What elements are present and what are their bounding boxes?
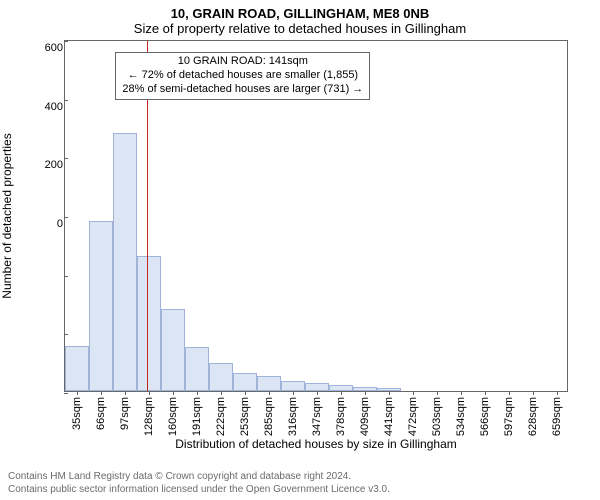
x-tick-mark: [341, 391, 342, 395]
x-tick-mark: [269, 391, 270, 395]
x-tick: 347sqm: [311, 397, 323, 436]
x-tick: 566sqm: [479, 397, 491, 436]
x-tick: 35sqm: [71, 397, 83, 430]
y-axis: 020040060080010001200: [25, 41, 63, 391]
x-tick-mark: [197, 391, 198, 395]
x-tick: 66sqm: [95, 397, 107, 430]
x-tick: 472sqm: [407, 397, 419, 436]
footer: Contains HM Land Registry data © Crown c…: [8, 471, 390, 496]
footer-line2: Contains public sector information licen…: [8, 484, 390, 497]
bar: [113, 133, 137, 391]
annotation-line3: 28% of semi-detached houses are larger (…: [122, 83, 363, 97]
x-tick-mark: [437, 391, 438, 395]
chart-area: Number of detached properties 0200400600…: [64, 40, 568, 392]
bar: [257, 376, 281, 391]
annotation-line1: 10 GRAIN ROAD: 141sqm: [122, 55, 363, 69]
x-tick-mark: [485, 391, 486, 395]
x-tick: 160sqm: [167, 397, 179, 436]
x-tick: 285sqm: [263, 397, 275, 436]
footer-line1: Contains HM Land Registry data © Crown c…: [8, 471, 390, 484]
x-tick-mark: [509, 391, 510, 395]
bar: [161, 309, 185, 391]
x-tick-mark: [173, 391, 174, 395]
annotation-line2: ← 72% of detached houses are smaller (1,…: [122, 69, 363, 83]
x-tick: 222sqm: [215, 397, 227, 436]
x-tick-mark: [77, 391, 78, 395]
x-tick-mark: [125, 391, 126, 395]
x-tick-mark: [101, 391, 102, 395]
x-tick: 659sqm: [551, 397, 563, 436]
page-title: Size of property relative to detached ho…: [0, 21, 600, 36]
x-axis: 35sqm 66sqm 97sqm 128sqm 160sqm 191sqm 222sqm 2…: [65, 391, 567, 441]
bar: [65, 346, 89, 391]
x-tick-mark: [557, 391, 558, 395]
x-tick-mark: [317, 391, 318, 395]
x-tick: 316sqm: [287, 397, 299, 436]
x-tick: 191sqm: [191, 397, 203, 436]
bar: [185, 347, 209, 391]
x-tick-mark: [245, 391, 246, 395]
bar: [233, 373, 257, 391]
x-tick: 597sqm: [503, 397, 515, 436]
x-tick-mark: [221, 391, 222, 395]
y-tick: 1200: [25, 0, 63, 216]
x-tick: 378sqm: [335, 397, 347, 436]
x-tick: 628sqm: [527, 397, 539, 436]
page-supertitle: 10, GRAIN ROAD, GILLINGHAM, ME8 0NB: [0, 6, 600, 21]
x-tick: 253sqm: [239, 397, 251, 436]
bar: [89, 221, 113, 391]
x-tick-mark: [413, 391, 414, 395]
x-tick: 503sqm: [431, 397, 443, 436]
x-tick-mark: [461, 391, 462, 395]
x-tick-mark: [389, 391, 390, 395]
annotation-box: 10 GRAIN ROAD: 141sqm ← 72% of detached …: [115, 52, 370, 99]
y-axis-label: Number of detached properties: [0, 133, 14, 298]
x-tick: 534sqm: [455, 397, 467, 436]
x-tick-mark: [293, 391, 294, 395]
bar: [137, 256, 161, 391]
bar: [281, 381, 305, 391]
bar: [305, 383, 329, 391]
x-tick: 97sqm: [119, 397, 131, 430]
x-tick-mark: [149, 391, 150, 395]
x-tick: 409sqm: [359, 397, 371, 436]
x-tick: 128sqm: [143, 397, 155, 436]
x-axis-label: Distribution of detached houses by size …: [175, 437, 456, 451]
x-tick-mark: [365, 391, 366, 395]
bar: [209, 363, 233, 391]
x-tick: 441sqm: [383, 397, 395, 436]
x-tick-mark: [533, 391, 534, 395]
